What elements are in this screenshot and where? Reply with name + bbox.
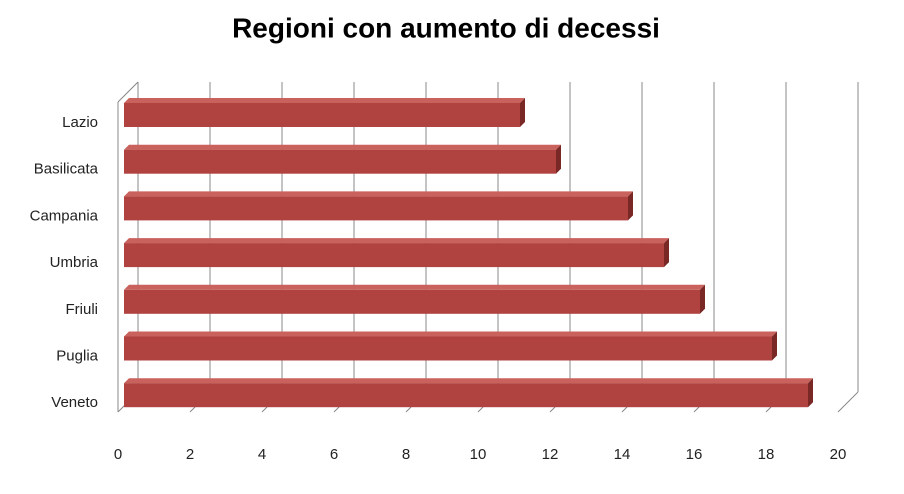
bar-top [124,331,777,337]
bar [124,383,808,408]
bar [124,289,700,314]
y-tick-label: Umbria [50,254,99,271]
bar-side [628,191,633,221]
y-tick-label: Lazio [62,114,98,131]
chart-title: Regioni con aumento di decessi [232,12,660,43]
x-tick-label: 6 [330,446,338,463]
bar-side [556,144,561,174]
y-tick-label: Friuli [66,301,99,318]
y-tick-label: Puglia [56,347,98,364]
x-tick-label: 8 [402,446,410,463]
x-tick-label: 0 [114,446,122,463]
bar [124,103,520,127]
bar-top [124,98,525,103]
bar-side [520,98,525,127]
bar-top [124,378,813,384]
bar-top [124,191,633,197]
bar [124,196,628,221]
y-tick-label: Campania [30,207,99,224]
x-tick-label: 4 [258,446,266,463]
y-tick-label: Veneto [51,394,98,411]
x-tick-label: 12 [542,446,559,463]
bar [124,336,772,361]
x-tick-label: 2 [186,446,194,463]
x-tick-label: 20 [830,446,847,463]
bar-side [700,284,705,314]
bar [124,243,664,268]
x-tick-label: 10 [470,446,487,463]
bar-top [124,144,561,150]
x-tick-label: 18 [758,446,775,463]
bar [124,149,556,174]
floor-line [837,391,859,413]
bar-side [772,331,777,361]
x-tick-label: 16 [686,446,703,463]
y-tick-label: Basilicata [34,161,99,178]
bar-top [124,238,669,244]
wall-edge [117,81,139,103]
bar-side [808,378,813,408]
bar-top [124,284,705,290]
bar-side [664,238,669,268]
x-tick-label: 14 [614,446,631,463]
